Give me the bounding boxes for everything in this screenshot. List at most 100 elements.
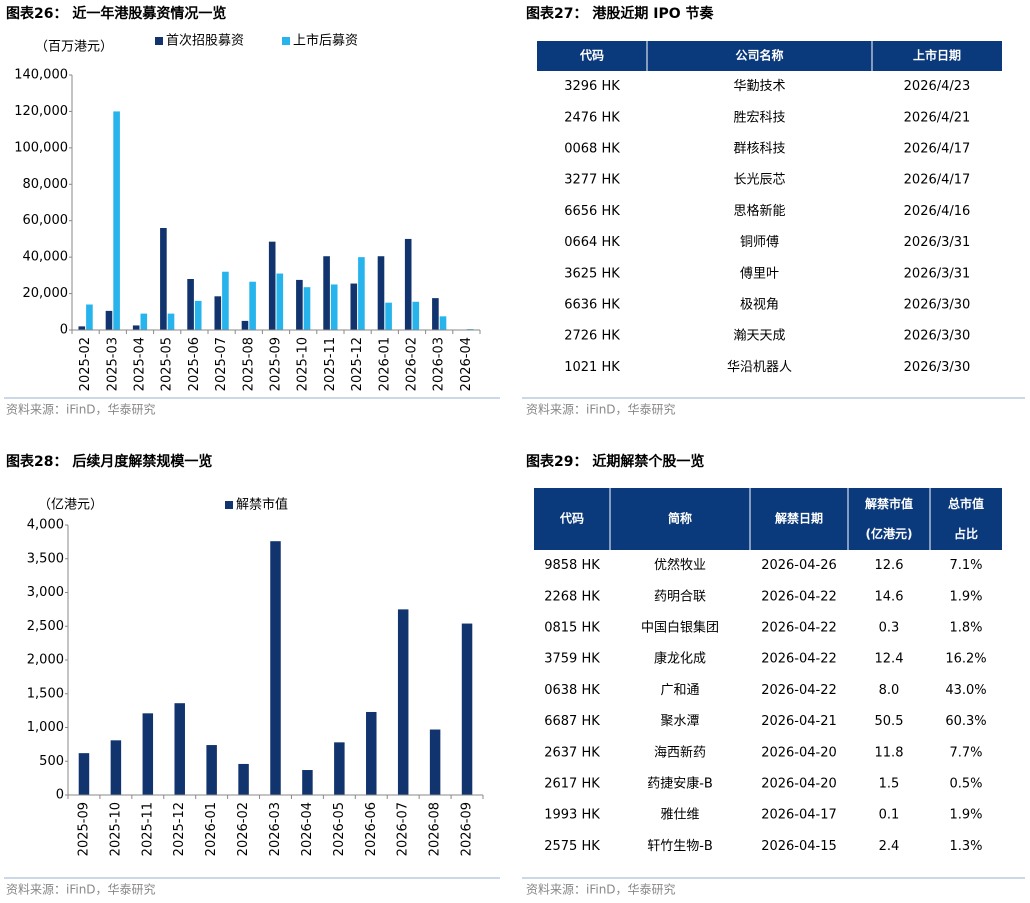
y-tick-label: 0 — [56, 788, 64, 803]
x-tick-label: 2025-09 — [269, 337, 284, 391]
table-cell: 1.5 — [879, 777, 900, 792]
bar — [302, 770, 313, 795]
y-tick-label: 0 — [60, 323, 68, 338]
bar — [303, 287, 311, 330]
table-cell: 50.5 — [875, 714, 904, 729]
table-cell: 1.9% — [949, 808, 982, 823]
table-title: 图表27： 港股近期 IPO 节奏 — [526, 5, 714, 22]
table-cell: 2637 HK — [544, 745, 600, 760]
table-cell: 12.4 — [875, 652, 904, 667]
table-cell: 极视角 — [740, 298, 779, 313]
x-tick-label: 2025-11 — [323, 337, 338, 391]
table-cell: 瀚天天成 — [733, 329, 785, 344]
table-cell: 0.1 — [879, 808, 900, 823]
table-cell: 1.8% — [949, 621, 982, 636]
table-cell: 2026/4/23 — [904, 79, 971, 94]
table-cell: 2026/4/16 — [904, 204, 971, 219]
table-cell: 2026-04-22 — [761, 589, 837, 604]
chart-title: 图表28： 后续月度解禁规模一览 — [6, 453, 212, 470]
table-cell: 16.2% — [945, 652, 986, 667]
table-cell: 思格新能 — [733, 203, 785, 219]
bar — [238, 763, 249, 795]
table-header: 解禁日期 — [775, 511, 823, 526]
bar — [404, 238, 412, 330]
table-cell: 海西新药 — [654, 744, 706, 760]
bar — [377, 256, 385, 330]
legend-swatch — [225, 501, 233, 509]
bar — [187, 279, 194, 330]
table-cell: 2026-04-20 — [761, 777, 837, 792]
bar — [241, 320, 249, 330]
x-tick-label: 2026-06 — [364, 802, 379, 856]
table-cell: 3296 HK — [564, 79, 620, 94]
table-header: 简称 — [668, 511, 692, 526]
bar — [412, 301, 420, 330]
bar — [214, 296, 222, 330]
table-header: 总市值占比 — [948, 496, 984, 541]
table-header: 上市日期 — [913, 48, 961, 63]
x-tick-label: 2026-08 — [428, 802, 443, 856]
bar — [323, 256, 330, 330]
bar — [174, 703, 185, 795]
legend-label: 上市后募资 — [293, 33, 358, 49]
table-cell: 9858 HK — [544, 558, 600, 573]
x-tick-label: 2026-03 — [432, 337, 447, 391]
bar — [330, 284, 338, 330]
bar — [296, 279, 303, 330]
table-cell: 药捷安康-B — [647, 776, 713, 792]
x-tick-label: 2026-09 — [460, 802, 475, 856]
bar — [140, 313, 148, 330]
bar — [270, 541, 281, 795]
bar — [358, 257, 365, 330]
table-cell: 7.1% — [949, 558, 982, 573]
table-cell: 0638 HK — [544, 683, 600, 698]
table-cell: 2026-04-21 — [761, 714, 837, 729]
table-cell: 2026/4/21 — [904, 110, 971, 125]
table-cell: 群核科技 — [733, 142, 785, 157]
y-tick-label: 3,500 — [27, 551, 64, 566]
bar — [167, 313, 175, 330]
table-cell: 6656 HK — [564, 204, 620, 219]
x-tick-label: 2025-11 — [140, 802, 155, 856]
x-tick-label: 2026-02 — [236, 802, 251, 856]
table-cell: 中国白银集团 — [641, 620, 719, 636]
table-cell: 11.8 — [875, 745, 904, 760]
table-cell: 雅仕维 — [660, 808, 699, 823]
x-tick-label: 2025-12 — [350, 337, 365, 391]
y-tick-label: 20,000 — [23, 286, 69, 301]
table-cell: 聚水潭 — [660, 714, 699, 729]
x-tick-label: 2025-06 — [187, 337, 202, 391]
table-cell: 0068 HK — [564, 142, 620, 157]
bar — [194, 300, 202, 330]
unit-label: （亿港元） — [38, 498, 103, 513]
table-cell: 2026-04-15 — [761, 839, 837, 854]
table-header: 公司名称 — [735, 48, 783, 63]
x-tick-label: 2026-07 — [396, 802, 411, 856]
unit-label: （百万港元） — [35, 40, 113, 55]
table-cell: 2026/3/30 — [904, 329, 971, 344]
table-cell: 2026/3/30 — [904, 298, 971, 313]
y-tick-label: 60,000 — [23, 213, 69, 228]
table-cell: 广和通 — [660, 683, 699, 698]
table-cell: 2026/4/17 — [904, 142, 971, 157]
table-header: 代码 — [559, 511, 584, 526]
table-cell: 0815 HK — [544, 621, 600, 636]
y-tick-label: 500 — [39, 754, 64, 769]
table-cell: 2.4 — [879, 839, 900, 854]
chart-title: 图表26： 近一年港股募资情况一览 — [6, 5, 226, 22]
source: 资料来源：iFinD，华泰研究 — [526, 882, 676, 897]
table-cell: 6636 HK — [564, 298, 620, 313]
x-tick-label: 2026-04 — [459, 337, 474, 391]
bar — [110, 740, 122, 795]
y-tick-label: 140,000 — [14, 68, 68, 83]
table-cell: 2575 HK — [544, 839, 600, 854]
y-tick-label: 4,000 — [27, 518, 64, 533]
bar — [249, 281, 256, 330]
y-tick-label: 80,000 — [23, 177, 69, 192]
table-cell: 2026/4/17 — [904, 173, 971, 188]
bar — [429, 729, 441, 795]
bar — [439, 316, 447, 330]
table-cell: 1021 HK — [564, 360, 620, 375]
bar — [86, 304, 93, 330]
legend-label: 解禁市值 — [236, 497, 288, 513]
